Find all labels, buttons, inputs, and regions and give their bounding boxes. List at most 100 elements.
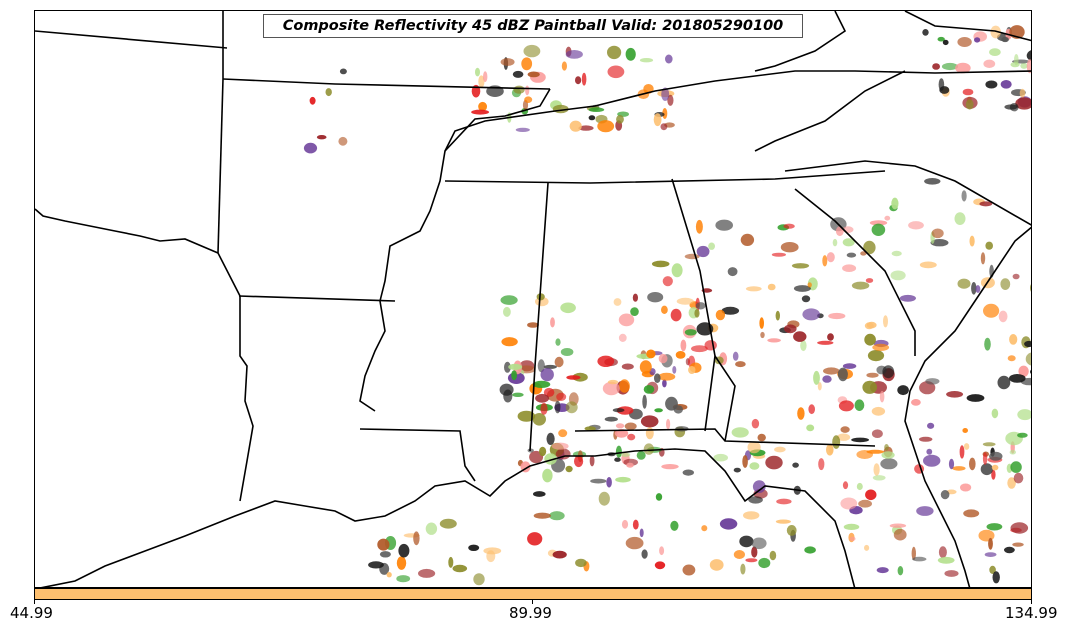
reflectivity-blob (425, 522, 438, 535)
reflectivity-blob (938, 546, 947, 559)
reflectivity-blob (793, 285, 811, 292)
reflectivity-blob (800, 340, 807, 352)
reflectivity-blob (549, 511, 565, 521)
reflectivity-blob (739, 535, 754, 548)
reflectivity-blob (948, 458, 955, 470)
reflectivity-blob (539, 446, 547, 457)
reflectivity-blob (842, 481, 849, 490)
reflectivity-blob (818, 458, 825, 471)
reflectivity-blob (731, 427, 749, 438)
reflectivity-blob (619, 379, 630, 393)
reflectivity-blob (651, 260, 670, 268)
reflectivity-blob (851, 281, 870, 290)
reflectivity-blob (639, 360, 652, 374)
reflectivity-blob (828, 443, 834, 454)
reflectivity-blob (783, 223, 795, 229)
reflectivity-blob (527, 71, 540, 78)
reflectivity-blob (561, 61, 568, 71)
northern-coast (754, 11, 847, 72)
reflectivity-blob (1030, 284, 1031, 292)
reflectivity-blob (849, 536, 856, 542)
reflectivity-blob (560, 302, 576, 314)
reflectivity-blob (418, 568, 436, 578)
reflectivity-blob (751, 537, 767, 550)
reflectivity-blob (1026, 50, 1031, 62)
border-georgia-south-carolina (794, 188, 916, 356)
reflectivity-blob (864, 333, 876, 346)
reflectivity-blob (969, 457, 976, 471)
reflectivity-blob (952, 466, 966, 471)
reflectivity-blob (775, 310, 780, 321)
reflectivity-blob (695, 219, 703, 234)
reflectivity-blob (560, 348, 574, 356)
reflectivity-blob (654, 373, 661, 384)
reflectivity-blob (842, 238, 855, 247)
reflectivity-blob (963, 509, 980, 518)
reflectivity-blob (871, 429, 883, 439)
reflectivity-blob (527, 532, 543, 546)
state-borders (35, 11, 1031, 587)
reflectivity-blob (991, 464, 999, 471)
reflectivity-blob (980, 252, 986, 265)
reflectivity-blob (776, 498, 792, 505)
reflectivity-blob (837, 367, 848, 382)
reflectivity-blob (554, 400, 561, 414)
reflectivity-blob (808, 404, 815, 415)
reflectivity-blob (1012, 273, 1020, 280)
reflectivity-blob (615, 476, 631, 483)
border-kansas-north (35, 30, 228, 49)
reflectivity-blob (975, 285, 981, 293)
reflectivity-blob (606, 477, 612, 488)
reflectivity-blob (661, 305, 668, 314)
reflectivity-blob (533, 491, 546, 497)
reflectivity-blob (916, 506, 934, 516)
reflectivity-blob (843, 523, 860, 531)
reflectivity-blob (959, 445, 965, 459)
reflectivity-blob (680, 339, 687, 352)
reflectivity-blob (542, 468, 553, 483)
colorbar-tick-mark (1031, 600, 1032, 604)
reflectivity-blob (862, 380, 877, 394)
reflectivity-blob (891, 250, 902, 257)
reflectivity-blob (962, 428, 968, 433)
border-kentucky-north (444, 70, 1031, 152)
reflectivity-blob (709, 559, 724, 571)
reflectivity-blob (822, 255, 828, 267)
reflectivity-blob (985, 80, 998, 89)
reflectivity-blob (758, 557, 771, 569)
reflectivity-blob (769, 550, 777, 561)
reflectivity-blob (727, 267, 738, 277)
reflectivity-blob (938, 78, 945, 91)
reflectivity-blob (872, 475, 886, 481)
map-canvas (35, 11, 1031, 587)
border-red-river (35, 208, 219, 254)
reflectivity-blob (926, 448, 933, 455)
reflectivity-blob (786, 525, 797, 536)
reflectivity-blob (828, 312, 846, 320)
reflectivity-blob (858, 499, 872, 508)
reflectivity-blob (713, 453, 728, 462)
mississippi-river (359, 88, 551, 412)
reflectivity-blob (871, 223, 886, 236)
reflectivity-blob (468, 544, 480, 551)
reflectivity-blob (537, 359, 545, 373)
reflectivity-blob (982, 442, 996, 447)
reflectivity-blob (566, 375, 581, 380)
reflectivity-blob (646, 349, 656, 359)
reflectivity-blob (508, 363, 523, 370)
reflectivity-blob (598, 491, 610, 506)
reflectivity-blob (860, 251, 867, 256)
border-virginia (754, 70, 906, 152)
reflectivity-blob (604, 416, 618, 422)
border-texas-louisiana (217, 252, 254, 502)
reflectivity-blob (654, 408, 663, 413)
reflectivity-blob (946, 391, 964, 398)
reflectivity-blob (682, 564, 696, 576)
reflectivity-blob (804, 546, 816, 554)
reflectivity-blob (525, 85, 530, 96)
reflectivity-blob (483, 547, 502, 555)
reflectivity-blob (532, 413, 546, 426)
reflectivity-blob (448, 556, 454, 568)
reflectivity-blob (979, 201, 993, 207)
reflectivity-blob (695, 302, 706, 310)
